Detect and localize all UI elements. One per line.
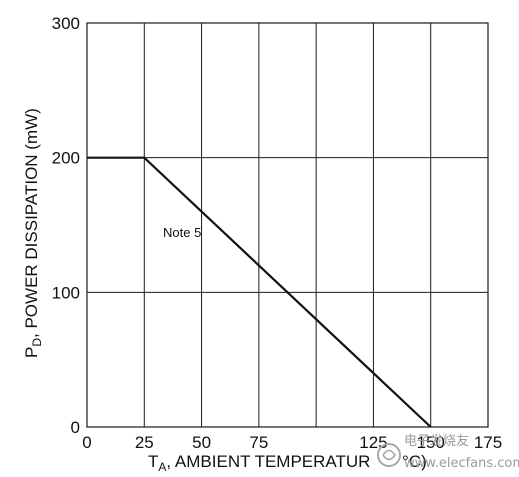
x-axis-title: TA, AMBIENT TEMPERATUR bbox=[148, 452, 370, 474]
watermark-logo-icon bbox=[377, 443, 401, 467]
y-tick-labels: 0 100 200 300 bbox=[52, 14, 80, 437]
y-axis-title-subscript: D bbox=[30, 338, 44, 347]
x-axis-title-symbol: T bbox=[148, 452, 158, 471]
x-tick-label: 50 bbox=[192, 433, 211, 452]
y-tick-label: 0 bbox=[71, 418, 80, 437]
watermark: 电子发烧友 www.elecfans.com bbox=[377, 433, 519, 471]
y-axis-title: PD, POWER DISSIPATION (mW) bbox=[22, 108, 44, 358]
y-axis-title-symbol: P bbox=[22, 347, 41, 358]
y-tick-label: 200 bbox=[52, 149, 80, 168]
x-axis-title-text: , AMBIENT TEMPERATUR bbox=[166, 452, 370, 471]
y-tick-label: 300 bbox=[52, 14, 80, 33]
watermark-logo-mark bbox=[382, 449, 396, 461]
watermark-url: www.elecfans.com bbox=[404, 456, 519, 471]
x-tick-label: 125 bbox=[359, 433, 387, 452]
watermark-text: 电子发烧友 bbox=[404, 433, 469, 449]
plot-frame bbox=[86, 22, 489, 428]
x-axis-title-unit: °C) bbox=[402, 452, 427, 471]
grid-lines bbox=[87, 23, 488, 427]
x-tick-labels: 0 25 50 75 125 150 175 bbox=[82, 433, 502, 452]
y-tick-label: 100 bbox=[52, 283, 80, 302]
annotation-note: Note 5 bbox=[163, 225, 201, 240]
x-tick-label: 175 bbox=[474, 433, 502, 452]
x-tick-label: 75 bbox=[249, 433, 268, 452]
x-tick-label: 150 bbox=[417, 433, 445, 452]
x-tick-label: 25 bbox=[135, 433, 154, 452]
x-axis-title-subscript: A bbox=[158, 460, 166, 474]
x-tick-label: 0 bbox=[82, 433, 91, 452]
series-line bbox=[87, 156, 432, 428]
y-axis-title-text: , POWER DISSIPATION (mW) bbox=[22, 108, 41, 338]
